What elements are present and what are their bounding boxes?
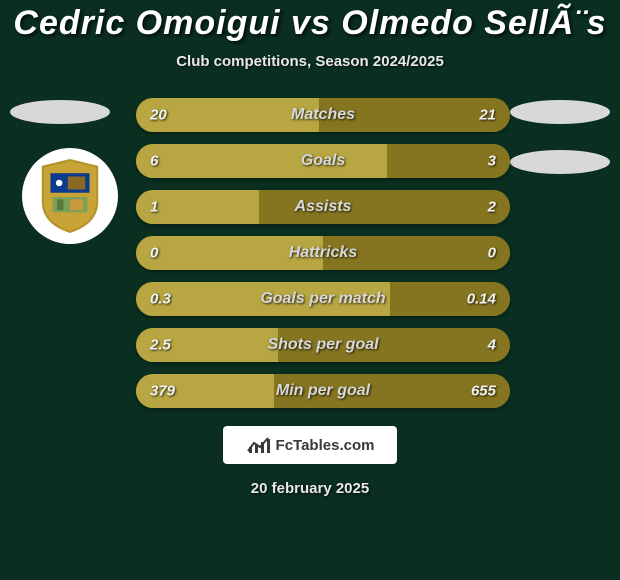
stat-row: Goals per match 0.3 0.14 bbox=[136, 282, 510, 316]
stat-row: Min per goal 379 655 bbox=[136, 374, 510, 408]
stat-label: Hattricks bbox=[289, 244, 357, 262]
subtitle: Club competitions, Season 2024/2025 bbox=[0, 53, 620, 70]
stat-row: Matches 20 21 bbox=[136, 98, 510, 132]
page-title: Cedric Omoigui vs Olmedo SellÃ¨s bbox=[0, 4, 620, 43]
stat-label: Assists bbox=[295, 198, 352, 216]
stat-value-right: 21 bbox=[479, 107, 496, 124]
stat-row: Hattricks 0 0 bbox=[136, 236, 510, 270]
stat-value-right: 0.14 bbox=[467, 291, 496, 308]
stat-value-right: 3 bbox=[488, 153, 496, 170]
player-left-logo-placeholder bbox=[10, 100, 110, 124]
stat-label: Goals per match bbox=[260, 290, 385, 308]
stat-value-left: 2.5 bbox=[150, 337, 171, 354]
stat-bars: Matches 20 21 Goals 6 3 Assists 1 2 Hattricks 0 0 Go… bbox=[136, 98, 510, 420]
stat-row: Shots per goal 2.5 4 bbox=[136, 328, 510, 362]
stat-value-right: 2 bbox=[488, 199, 496, 216]
chart-icon bbox=[246, 435, 272, 455]
stat-label: Goals bbox=[301, 152, 345, 170]
stat-label: Matches bbox=[291, 106, 355, 124]
stat-row: Assists 1 2 bbox=[136, 190, 510, 224]
stat-value-left: 6 bbox=[150, 153, 158, 170]
stat-value-left: 20 bbox=[150, 107, 167, 124]
player-left-club-badge bbox=[22, 148, 118, 244]
stat-value-left: 379 bbox=[150, 383, 175, 400]
date-stamp: 20 february 2025 bbox=[0, 480, 620, 497]
shield-icon bbox=[37, 158, 103, 234]
stat-label: Shots per goal bbox=[267, 336, 378, 354]
stat-value-left: 0.3 bbox=[150, 291, 171, 308]
stats-stage: Matches 20 21 Goals 6 3 Assists 1 2 Hattricks 0 0 Go… bbox=[0, 98, 620, 418]
player-right-logo-placeholder bbox=[510, 100, 610, 124]
stat-value-right: 0 bbox=[488, 245, 496, 262]
stat-fill-left bbox=[136, 144, 387, 178]
branding-badge: FcTables.com bbox=[223, 426, 397, 464]
player-right-club-placeholder bbox=[510, 150, 610, 174]
stat-value-left: 1 bbox=[150, 199, 158, 216]
stat-label: Min per goal bbox=[276, 382, 370, 400]
stat-value-right: 4 bbox=[488, 337, 496, 354]
stat-value-right: 655 bbox=[471, 383, 496, 400]
branding-text: FcTables.com bbox=[276, 437, 375, 454]
stat-row: Goals 6 3 bbox=[136, 144, 510, 178]
stat-value-left: 0 bbox=[150, 245, 158, 262]
comparison-card: Cedric Omoigui vs Olmedo SellÃ¨s Club co… bbox=[0, 0, 620, 580]
